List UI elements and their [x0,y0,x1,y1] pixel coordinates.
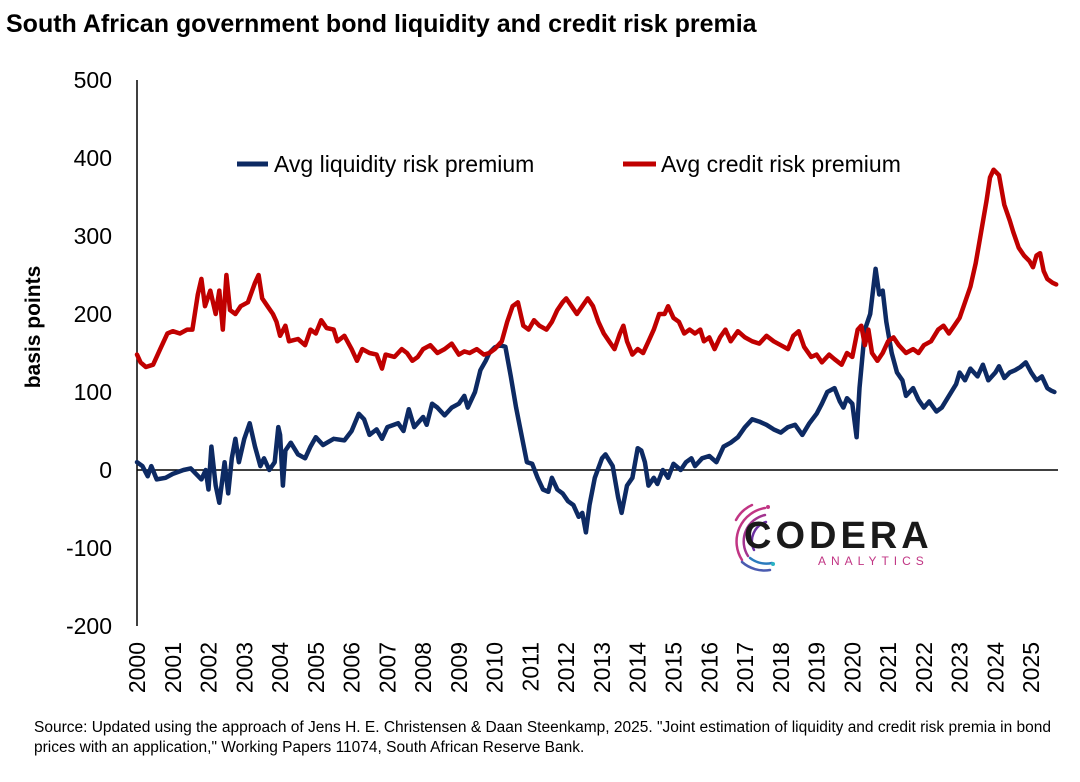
y-tick-label: 200 [74,301,112,327]
x-tick-label: 2020 [839,642,865,693]
y-tick-label: -100 [66,535,112,561]
x-tick-label: 2012 [553,642,579,693]
y-tick-label: 100 [74,379,112,405]
x-tick-label: 2010 [482,642,508,693]
y-axis-ticks: 500 400 300 200 100 0 -100 -200 [66,67,112,639]
codera-logo: CODERA ANALYTICS [734,503,933,572]
x-tick-label: 2002 [196,642,222,693]
x-tick-label: 2006 [339,642,365,693]
x-tick-label: 2023 [947,642,973,693]
x-tick-label: 2014 [625,642,651,693]
source-note: Source: Updated using the approach of Je… [34,719,1052,756]
legend-label-liquidity: Avg liquidity risk premium [274,151,534,177]
y-tick-label: 300 [74,223,112,249]
chart-area: 500 400 300 200 100 0 -100 -200 basis points 20… [22,67,1059,693]
series-line-credit [134,167,1059,371]
x-tick-label: 2004 [267,642,293,693]
y-tick-label: 0 [99,457,112,483]
legend-label-credit: Avg credit risk premium [661,151,901,177]
chart-title: South African government bond liquidity … [6,10,757,38]
x-tick-label: 2018 [768,642,794,693]
x-tick-label: 2000 [124,642,150,693]
y-tick-label: 500 [74,67,112,93]
series-group [134,167,1059,535]
y-tick-label: 400 [74,145,112,171]
x-tick-label: 2015 [661,642,687,693]
x-tick-label: 2022 [911,642,937,693]
y-axis-title: basis points [22,266,45,389]
series-line-liquidity [134,266,1057,535]
x-tick-label: 2024 [982,642,1008,693]
legend: Avg liquidity risk premium Avg credit ri… [237,151,901,177]
x-tick-label: 2003 [231,642,257,693]
x-axis-ticks: 2000 2001 2002 2003 2004 2005 2006 2007 2008 2009… [124,642,1044,693]
x-tick-label: 2017 [732,642,758,693]
logo-subtitle: ANALYTICS [818,554,929,568]
x-tick-label: 2025 [1018,642,1044,693]
logo-wordmark: CODERA [744,515,933,557]
x-tick-label: 2009 [446,642,472,693]
x-tick-label: 2005 [303,642,329,693]
x-tick-label: 2008 [410,642,436,693]
x-tick-label: 2021 [875,642,901,693]
x-tick-label: 2019 [804,642,830,693]
x-tick-label: 2001 [160,642,186,693]
y-tick-label: -200 [66,613,112,639]
x-tick-label: 2011 [517,642,543,691]
x-tick-label: 2013 [589,642,615,693]
x-tick-label: 2007 [374,642,400,693]
x-tick-label: 2016 [696,642,722,693]
logo-circle-icon [734,503,775,572]
